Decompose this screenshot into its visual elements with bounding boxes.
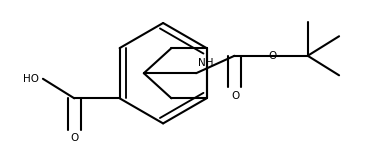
Text: HO: HO	[23, 74, 39, 84]
Text: NH: NH	[197, 58, 213, 68]
Text: O: O	[232, 91, 240, 101]
Text: O: O	[70, 133, 78, 143]
Text: O: O	[269, 51, 277, 61]
